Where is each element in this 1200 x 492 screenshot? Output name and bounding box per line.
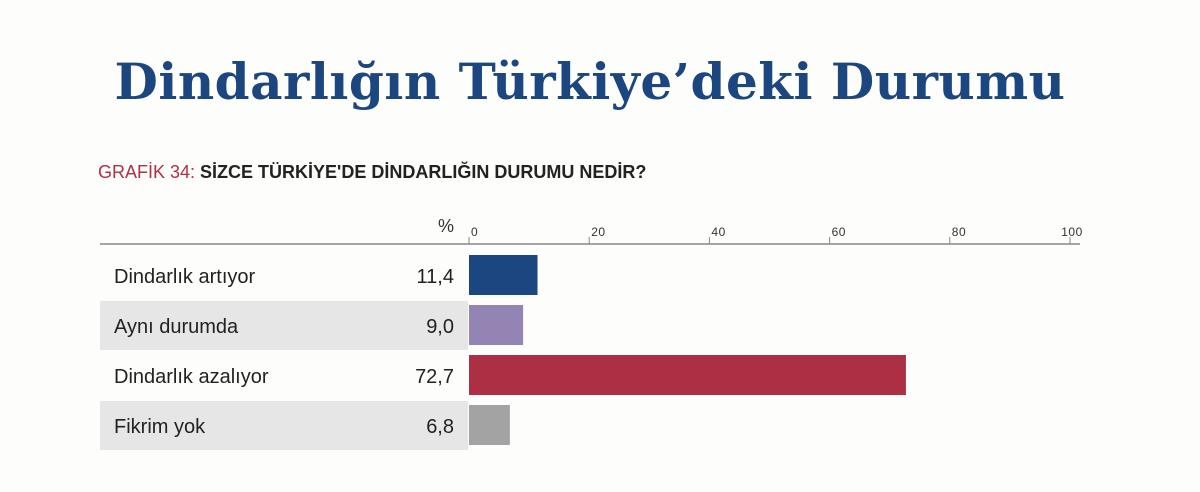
value-label: 6,8 <box>426 416 454 438</box>
value-label: 11,4 <box>417 266 454 288</box>
x-tick-label: 0 <box>471 225 478 239</box>
category-label: Dindarlık artıyor <box>114 266 255 288</box>
row-shade <box>100 301 468 350</box>
bar <box>469 405 510 445</box>
chart-number-label: GRAFİK 34: <box>98 162 196 182</box>
x-tick-label: 60 <box>832 225 846 239</box>
page-title: Dindarlığın Türkiye’deki Durumu <box>114 52 1066 111</box>
row-shade <box>100 401 468 450</box>
category-label: Fikrim yok <box>114 416 206 438</box>
category-label: Dindarlık azalıyor <box>114 366 269 388</box>
category-label: Aynı durumda <box>114 316 239 338</box>
bar <box>469 305 524 345</box>
x-tick-label: 100 <box>1061 225 1083 239</box>
value-label: 72,7 <box>415 366 454 388</box>
bar <box>469 355 906 395</box>
x-tick-label: 80 <box>952 225 966 239</box>
chart-heading: GRAFİK 34: SİZCE TÜRKİYE'DE DİNDARLIĞIN … <box>98 162 646 183</box>
chart-title: SİZCE TÜRKİYE'DE DİNDARLIĞIN DURUMU NEDİ… <box>200 162 647 182</box>
x-tick-label: 20 <box>591 225 605 239</box>
value-label: 9,0 <box>426 316 454 338</box>
bar <box>469 255 538 295</box>
x-tick-label: 40 <box>711 225 725 239</box>
value-column-header: % <box>438 216 454 236</box>
